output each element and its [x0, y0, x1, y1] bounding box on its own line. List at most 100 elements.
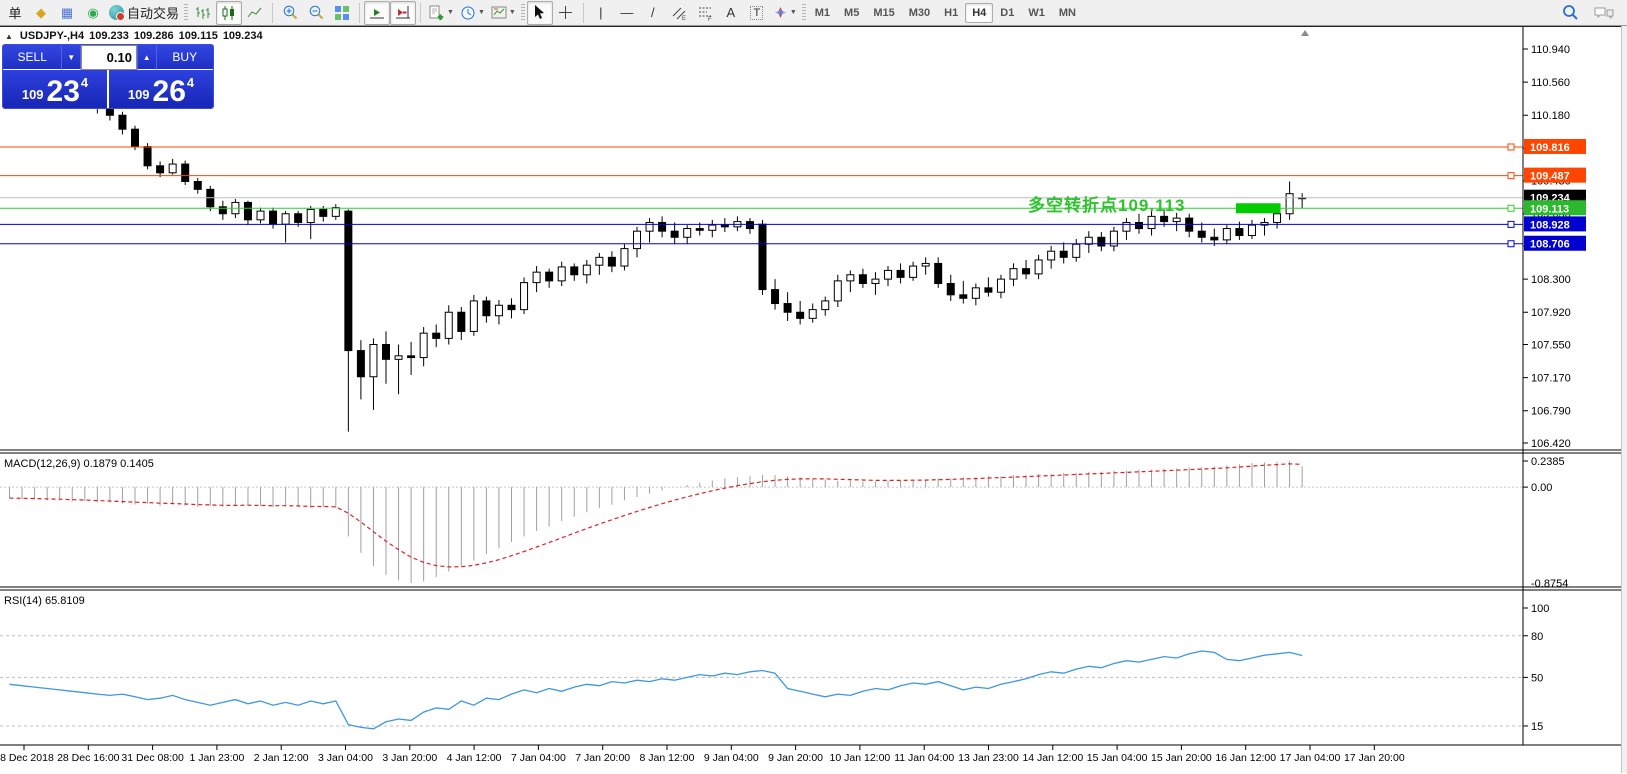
- text-label-button[interactable]: T: [744, 1, 770, 25]
- vertical-line-button[interactable]: |: [588, 1, 614, 25]
- buy-price-main: 26: [152, 74, 186, 108]
- line-chart-button[interactable]: [242, 1, 268, 25]
- autotrading-button[interactable]: 自动交易: [106, 1, 182, 25]
- svg-text:2 Jan 12:00: 2 Jan 12:00: [254, 752, 309, 764]
- signals-button[interactable]: ◉: [80, 1, 106, 25]
- tab-m15[interactable]: M15: [873, 6, 895, 19]
- new-order-button[interactable]: 单: [2, 1, 28, 25]
- svg-text:15 Jan 20:00: 15 Jan 20:00: [1151, 752, 1212, 764]
- cursor-button[interactable]: [526, 0, 553, 25]
- tab-m30[interactable]: M30: [908, 6, 931, 19]
- arrows-button[interactable]: ▼: [770, 1, 800, 25]
- new-order-label: 单: [8, 6, 22, 21]
- svg-text:100: 100: [1531, 603, 1549, 615]
- trendline-button[interactable]: /: [640, 1, 666, 25]
- equidistant-channel-button[interactable]: E: [666, 1, 692, 25]
- toolbar-separator: [272, 2, 274, 23]
- line-chart-icon: [247, 7, 262, 17]
- pivot-annotation[interactable]: 多空转折点109.113: [1028, 196, 1186, 215]
- svg-text:13 Jan 23:00: 13 Jan 23:00: [958, 752, 1019, 764]
- ohlc-low: 109.115: [178, 30, 218, 42]
- tab-m5[interactable]: M5: [844, 6, 860, 19]
- tab-h4[interactable]: H4: [965, 2, 994, 23]
- svg-text:108.706: 108.706: [1530, 239, 1570, 251]
- tab-d1[interactable]: D1: [1000, 6, 1015, 19]
- svg-text:106.420: 106.420: [1531, 438, 1571, 450]
- toolbar-grip: [184, 3, 189, 22]
- main-toolbar: 单 ◆ ▦ ◉ 自动交易 ▼ ▼ ▼: [0, 0, 1627, 26]
- chat-icon: [1594, 7, 1614, 19]
- volume-increase-button[interactable]: ▲: [136, 45, 157, 70]
- toolbar-separator: [420, 2, 422, 23]
- gold-button[interactable]: ◆: [28, 1, 54, 25]
- horizontal-line-button[interactable]: —: [614, 1, 640, 25]
- zoom-in-icon: [283, 5, 297, 20]
- chart-title: ▲ USDJPY-,H4 109.233 109.286 109.115 109…: [5, 30, 263, 42]
- svg-text:RSI(14) 65.8109: RSI(14) 65.8109: [4, 595, 85, 607]
- sell-button[interactable]: 109 23 4: [3, 70, 107, 108]
- volume-decrease-button[interactable]: ▼: [61, 45, 81, 70]
- chart-shift-icon: [396, 5, 411, 18]
- gold-bar-icon: ◆: [36, 4, 46, 20]
- toolbar-grip: [801, 3, 806, 22]
- collapse-arrow-icon[interactable]: ▲: [5, 31, 13, 41]
- buy-button[interactable]: 109 26 4: [109, 70, 213, 108]
- community-chat-button[interactable]: [1591, 1, 1617, 25]
- toolbar-grip: [520, 3, 525, 22]
- svg-text:17 Jan 20:00: 17 Jan 20:00: [1344, 752, 1405, 764]
- svg-text:15 Jan 04:00: 15 Jan 04:00: [1087, 752, 1148, 764]
- tile-windows-icon: [335, 5, 350, 20]
- svg-text:110.940: 110.940: [1531, 44, 1570, 56]
- text-button[interactable]: A: [718, 1, 744, 25]
- tile-windows-button[interactable]: [329, 1, 355, 25]
- svg-text:F: F: [708, 17, 712, 21]
- chevron-down-icon: ▼: [508, 9, 516, 16]
- charts-window-button[interactable]: ▦: [54, 1, 80, 25]
- add-indicator-icon: [429, 5, 444, 20]
- sell-price-pips: 4: [80, 75, 89, 90]
- svg-text:11 Jan 04:00: 11 Jan 04:00: [894, 752, 954, 764]
- crosshair-button[interactable]: [553, 1, 579, 25]
- symbol-period-label: USDJPY-,H4: [19, 30, 85, 42]
- chevron-down-icon: ▼: [477, 9, 485, 16]
- chart-shift-button[interactable]: [390, 0, 417, 25]
- bar-chart-button[interactable]: [190, 1, 216, 25]
- bar-chart-icon: [196, 6, 211, 19]
- tab-h1[interactable]: H1: [944, 6, 959, 19]
- svg-text:110.560: 110.560: [1531, 77, 1570, 89]
- ohlc-close: 109.234: [222, 30, 263, 42]
- zoom-in-button[interactable]: [277, 1, 303, 25]
- arrows-icon: [774, 7, 786, 18]
- chevron-down-icon: ▼: [447, 9, 454, 16]
- candlestick-chart-button[interactable]: [216, 0, 243, 25]
- tab-m1[interactable]: M1: [814, 6, 831, 19]
- chart-shift-marker: [1301, 30, 1309, 36]
- toolbar-separator: [582, 2, 584, 23]
- svg-text:106.790: 106.790: [1531, 406, 1571, 418]
- sell-price-main: 23: [46, 74, 80, 108]
- autotrading-icon: [109, 5, 125, 21]
- tab-w1[interactable]: W1: [1028, 6, 1045, 19]
- auto-scroll-button[interactable]: [364, 0, 391, 25]
- periods-button[interactable]: ▼: [457, 1, 488, 25]
- svg-text:7 Jan 20:00: 7 Jan 20:00: [575, 752, 630, 764]
- fibonacci-button[interactable]: F: [692, 1, 718, 25]
- tab-mn[interactable]: MN: [1058, 6, 1076, 19]
- volume-input[interactable]: [80, 45, 137, 70]
- svg-text:E: E: [682, 16, 686, 21]
- svg-text:80: 80: [1531, 631, 1543, 643]
- add-indicator-button[interactable]: ▼: [425, 1, 457, 25]
- svg-text:10 Jan 12:00: 10 Jan 12:00: [830, 752, 891, 764]
- vertical-line-icon: |: [599, 5, 603, 20]
- search-icon: [1562, 5, 1578, 20]
- buy-label: BUY: [156, 45, 213, 70]
- svg-text:109.487: 109.487: [1530, 171, 1570, 183]
- svg-text:31 Dec 08:00: 31 Dec 08:00: [121, 752, 184, 764]
- svg-text:28 Dec 16:00: 28 Dec 16:00: [57, 752, 120, 764]
- svg-text:8 Jan 12:00: 8 Jan 12:00: [640, 752, 695, 764]
- zoom-out-button[interactable]: [303, 1, 329, 25]
- templates-button[interactable]: ▼: [488, 1, 519, 25]
- text-icon: A: [726, 5, 736, 20]
- search-button[interactable]: [1557, 1, 1583, 25]
- chart-canvas[interactable]: 110.940110.560110.180109.800109.430109.0…: [0, 27, 1627, 774]
